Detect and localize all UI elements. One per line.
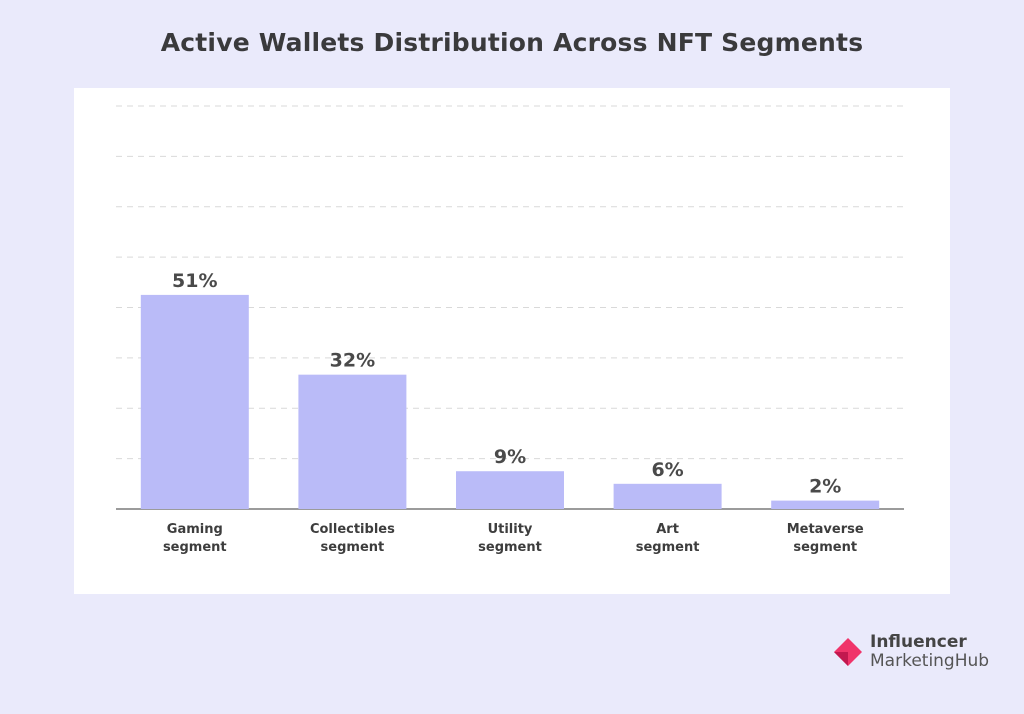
bar: [298, 374, 407, 509]
category-label: Art segment: [636, 522, 700, 555]
bar: [140, 294, 249, 509]
category-label-line: Metaverse: [787, 522, 864, 537]
bar-chart: 51% 32% 9% 6% 2% Gaming segment Collectibles se…: [116, 105, 904, 555]
category-label-line: segment: [163, 540, 227, 555]
bar: [771, 500, 880, 509]
bar-value-label: 9%: [494, 446, 526, 468]
category-label-line: segment: [793, 540, 857, 555]
category-label-line: Art: [656, 522, 679, 537]
bar: [613, 483, 722, 509]
category-label-line: Collectibles: [310, 522, 395, 537]
category-label-layer: Gaming segment Collectibles segment Utility s…: [163, 522, 864, 555]
bar-value-label: 32%: [330, 350, 375, 372]
category-label-line: segment: [636, 540, 700, 555]
bar-value-label: 51%: [172, 270, 217, 292]
category-label: Metaverse segment: [787, 522, 864, 555]
brand-name-line2: MarketingHub: [870, 651, 990, 671]
category-label-line: Gaming: [167, 522, 223, 537]
value-label-layer: 51% 32% 9% 6% 2%: [172, 270, 841, 498]
category-label: Utility segment: [478, 522, 542, 555]
bar-layer: [140, 294, 880, 509]
category-label: Gaming segment: [163, 522, 227, 555]
page-title: Active Wallets Distribution Across NFT S…: [160, 28, 864, 57]
bar: [456, 471, 564, 509]
influencer-marketinghub-logo-icon: [834, 638, 862, 666]
chart-card: 51% 32% 9% 6% 2% Gaming segment Collectibles se…: [74, 88, 950, 594]
bar-value-label: 2%: [809, 476, 841, 498]
category-label-line: segment: [478, 540, 542, 555]
brand-name-line1: Influencer: [870, 632, 967, 652]
bar-value-label: 6%: [651, 459, 683, 481]
category-label-line: Utility: [488, 522, 533, 537]
category-label-line: segment: [321, 540, 385, 555]
category-label: Collectibles segment: [310, 522, 395, 555]
